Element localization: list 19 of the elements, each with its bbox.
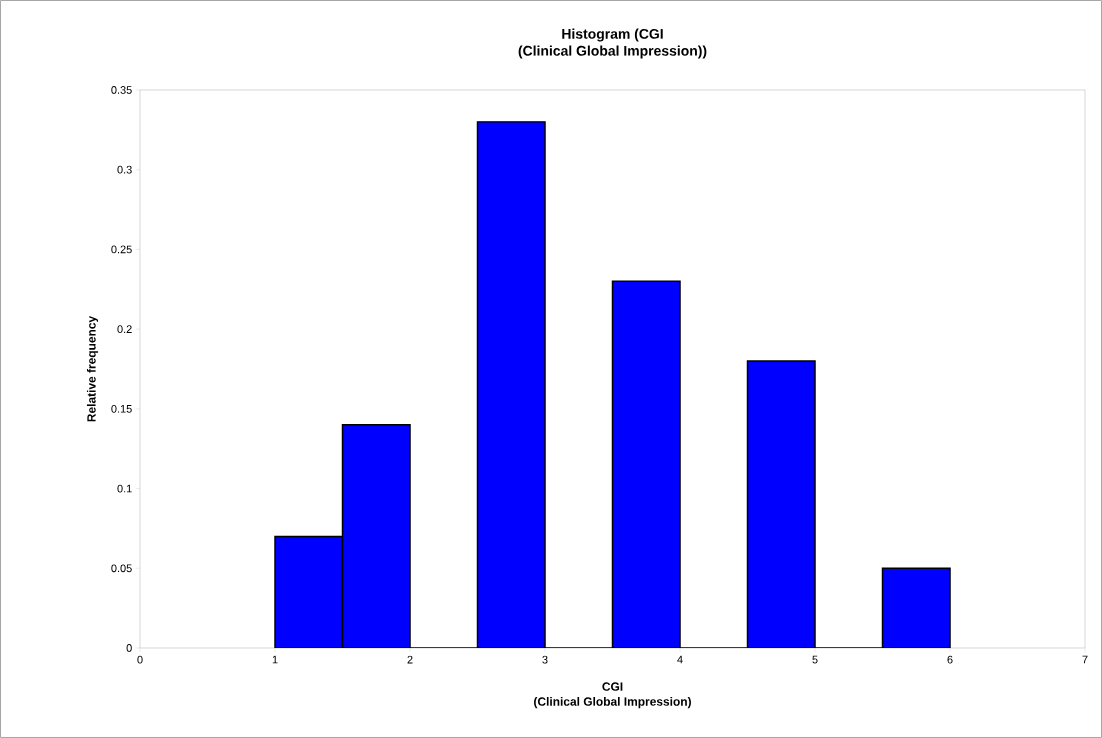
x-axis-title: CGI (Clinical Global Impression) [534,682,691,709]
y-tick-label: 0.05 [111,564,132,573]
y-tick-label: 0.35 [111,86,132,94]
x-tick-label: 6 [947,655,953,664]
y-tick-label: 0.3 [117,165,132,174]
x-tick-label: 0 [137,655,143,664]
x-tick-label: 4 [677,655,683,664]
y-tick-label: 0.1 [117,484,132,493]
y-tick-label: 0 [126,644,132,652]
x-tick-label: 1 [272,655,278,664]
chart-title: Histogram (CGI (Clinical Global Impression)) [518,28,707,59]
x-tick-label: 2 [407,655,413,664]
x-tick-label: 3 [542,655,548,664]
y-tick-label: 0.2 [117,325,132,334]
y-tick-label: 0.15 [111,404,132,413]
x-tick-label: 7 [1082,655,1088,664]
x-tick-label: 5 [812,655,818,664]
y-tick-label: 0.25 [111,245,132,254]
y-axis-title: Relative frequency [86,315,99,422]
